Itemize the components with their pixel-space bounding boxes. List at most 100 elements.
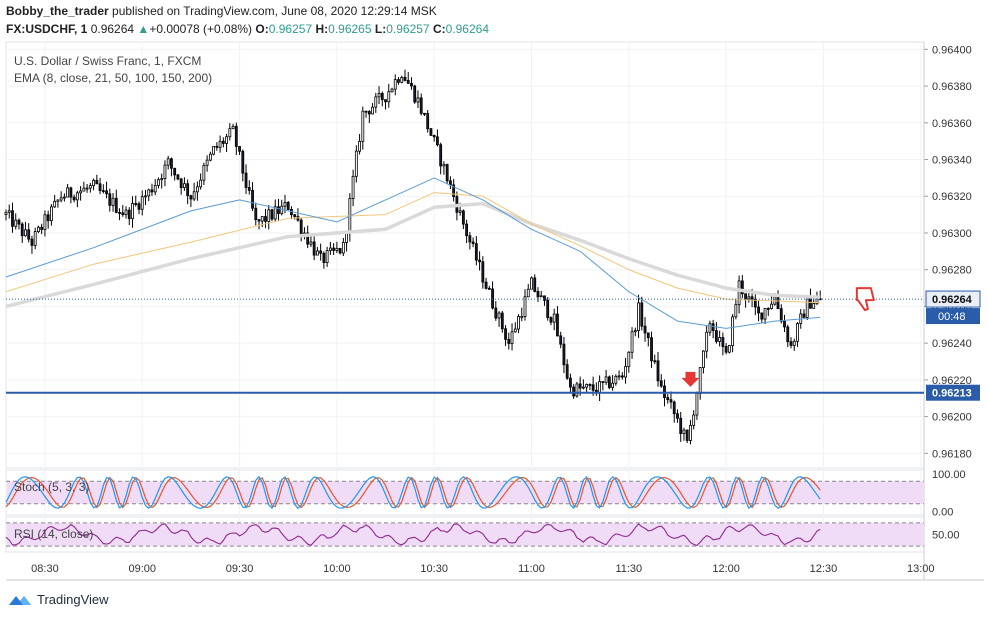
candle-body	[199, 179, 203, 188]
x-tick-label: 12:00	[712, 563, 740, 575]
candle-body	[471, 241, 475, 245]
y-tick-label: 0.96280	[932, 265, 972, 277]
candle-body	[341, 242, 345, 254]
y-tick-label: 0.96180	[932, 448, 972, 460]
stoch-k-line	[5, 475, 821, 510]
candle-body	[513, 328, 517, 333]
candle-body	[66, 187, 70, 198]
candle-body	[750, 296, 754, 300]
candle-body	[520, 316, 524, 318]
candle-body	[390, 88, 394, 93]
candle-body	[708, 323, 712, 333]
candle-body	[802, 313, 806, 318]
candle-body	[685, 429, 689, 441]
rsi-band	[7, 522, 923, 547]
candle-body	[672, 401, 676, 415]
candle-body	[24, 229, 27, 237]
candle-body	[33, 231, 37, 246]
candle-body	[53, 200, 57, 208]
candle-body	[637, 302, 640, 331]
candle-body	[698, 367, 702, 394]
candle-body	[72, 196, 76, 201]
candle-body	[569, 377, 572, 388]
candle-body	[306, 232, 310, 245]
candle-body	[724, 346, 728, 353]
candle-body	[361, 110, 365, 142]
y-tick-label: 0.96400	[932, 44, 972, 56]
candle-body	[176, 174, 180, 180]
candle-body	[195, 186, 199, 193]
candle-body	[144, 195, 147, 198]
current-price-tag	[925, 290, 981, 308]
candle-body	[62, 196, 66, 199]
candle-body	[789, 341, 793, 346]
countdown-label: 00:48	[938, 311, 966, 323]
candle-body	[215, 145, 219, 148]
candle-body	[792, 340, 796, 346]
candle-body	[588, 384, 592, 386]
candle-body	[643, 325, 647, 334]
candle-body	[432, 135, 436, 138]
candle-body	[526, 288, 530, 298]
x-tick-label: 08:30	[31, 563, 59, 575]
candle-body	[186, 183, 190, 197]
candle-body	[69, 187, 73, 198]
candle-body	[267, 209, 271, 222]
price-change: +0.00078 (+0.08%)	[149, 22, 253, 36]
candle-body	[351, 175, 355, 199]
candle-body	[27, 229, 31, 240]
candle-body	[614, 375, 618, 384]
candle-body	[650, 337, 653, 362]
candle-body	[205, 159, 209, 166]
candle-body	[491, 288, 494, 309]
candle-body	[530, 277, 533, 290]
candle-body	[546, 299, 550, 318]
author-name[interactable]: Bobby_the_trader	[6, 4, 109, 18]
candle-body	[273, 206, 277, 220]
candle-body	[88, 185, 92, 189]
publish-header: Bobby_the_trader published on TradingVie…	[6, 4, 437, 18]
candle-body	[679, 417, 683, 434]
candle-body	[796, 323, 799, 342]
candle-body	[131, 203, 134, 220]
candle-body	[783, 320, 786, 328]
candle-body	[43, 214, 47, 230]
candle-body	[676, 413, 679, 419]
candle-body	[98, 183, 102, 191]
candle-body	[380, 93, 384, 101]
support-price-label: 0.96213	[932, 388, 972, 400]
candle-body	[312, 241, 316, 256]
candle-body	[766, 307, 770, 310]
candle-body	[536, 291, 540, 298]
candle-body	[753, 298, 757, 308]
candle-body	[714, 330, 718, 342]
candle-body	[173, 167, 177, 176]
instrument-legend: U.S. Dollar / Swiss Franc, 1, FXCM	[14, 54, 202, 68]
candle-body	[30, 238, 34, 246]
candle-body	[56, 199, 60, 202]
candle-body	[124, 209, 128, 216]
candle-body	[598, 381, 602, 394]
high-label: H:	[315, 22, 329, 36]
candle-body	[478, 259, 482, 263]
candle-body	[238, 146, 241, 152]
candle-body	[504, 328, 507, 340]
candle-body	[358, 140, 361, 152]
candle-body	[591, 384, 595, 391]
tradingview-brand[interactable]: TradingView	[8, 592, 109, 607]
candle-body	[166, 158, 170, 166]
candle-body	[75, 192, 79, 201]
close-value: 0.96264	[445, 22, 490, 36]
candle-body	[101, 190, 105, 192]
candle-body	[354, 150, 358, 177]
x-tick-label: 09:30	[226, 563, 254, 575]
candle-body	[20, 223, 24, 237]
candle-body	[653, 360, 657, 363]
x-tick-label: 11:00	[518, 563, 545, 575]
x-tick-label: 09:00	[128, 563, 156, 575]
y-tick-label: 0.96340	[932, 155, 972, 167]
stoch-band	[7, 481, 923, 504]
candle-body	[630, 331, 634, 353]
candle-body	[228, 128, 232, 138]
